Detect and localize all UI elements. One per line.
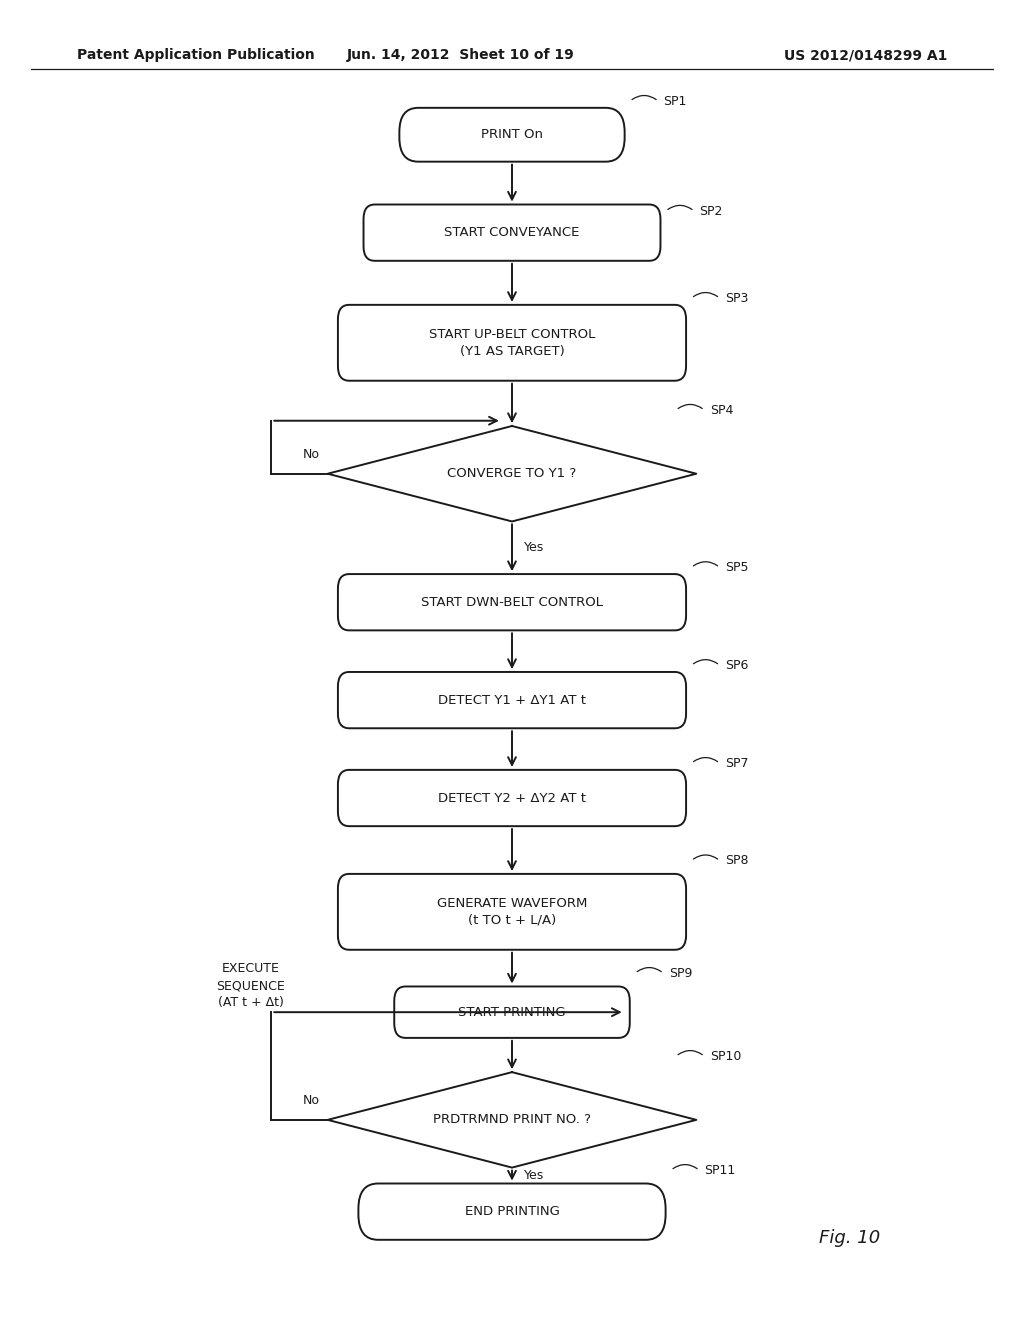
Text: Yes: Yes xyxy=(524,1170,545,1181)
Text: SP7: SP7 xyxy=(725,756,749,770)
Text: SP6: SP6 xyxy=(725,659,749,672)
Text: DETECT Y2 + ΔY2 AT t: DETECT Y2 + ΔY2 AT t xyxy=(438,792,586,804)
Text: DETECT Y1 + ΔY1 AT t: DETECT Y1 + ΔY1 AT t xyxy=(438,693,586,706)
Text: SP5: SP5 xyxy=(725,561,749,574)
Polygon shape xyxy=(328,1072,696,1168)
Text: SP11: SP11 xyxy=(705,1164,736,1177)
Text: SP9: SP9 xyxy=(669,966,692,979)
Text: END PRINTING: END PRINTING xyxy=(465,1205,559,1218)
Text: SP8: SP8 xyxy=(725,854,749,867)
Polygon shape xyxy=(328,426,696,521)
FancyBboxPatch shape xyxy=(338,770,686,826)
Text: CONVERGE TO Y1 ?: CONVERGE TO Y1 ? xyxy=(447,467,577,480)
FancyBboxPatch shape xyxy=(338,574,686,631)
Text: SP10: SP10 xyxy=(710,1049,741,1063)
Text: START DWN-BELT CONTROL: START DWN-BELT CONTROL xyxy=(421,595,603,609)
Text: PRINT On: PRINT On xyxy=(481,128,543,141)
Text: START CONVEYANCE: START CONVEYANCE xyxy=(444,226,580,239)
Text: SP2: SP2 xyxy=(699,205,723,218)
Text: US 2012/0148299 A1: US 2012/0148299 A1 xyxy=(783,49,947,62)
Text: PRDTRMND PRINT NO. ?: PRDTRMND PRINT NO. ? xyxy=(433,1113,591,1126)
Text: No: No xyxy=(302,447,319,461)
FancyBboxPatch shape xyxy=(338,874,686,950)
FancyBboxPatch shape xyxy=(338,672,686,729)
Text: SP3: SP3 xyxy=(725,292,749,305)
FancyBboxPatch shape xyxy=(358,1184,666,1239)
Text: Jun. 14, 2012  Sheet 10 of 19: Jun. 14, 2012 Sheet 10 of 19 xyxy=(347,49,574,62)
FancyBboxPatch shape xyxy=(338,305,686,380)
Text: EXECUTE
SEQUENCE
(AT t + Δt): EXECUTE SEQUENCE (AT t + Δt) xyxy=(216,962,286,1010)
Text: START PRINTING: START PRINTING xyxy=(458,1006,566,1019)
Text: SP4: SP4 xyxy=(710,404,733,417)
Text: Fig. 10: Fig. 10 xyxy=(819,1229,881,1247)
Text: Patent Application Publication: Patent Application Publication xyxy=(77,49,314,62)
Text: GENERATE WAVEFORM
(t TO t + L/A): GENERATE WAVEFORM (t TO t + L/A) xyxy=(437,896,587,927)
Text: START UP-BELT CONTROL
(Y1 AS TARGET): START UP-BELT CONTROL (Y1 AS TARGET) xyxy=(429,327,595,358)
Text: Yes: Yes xyxy=(524,541,545,554)
FancyBboxPatch shape xyxy=(394,986,630,1038)
FancyBboxPatch shape xyxy=(399,108,625,161)
Text: No: No xyxy=(302,1094,319,1106)
Text: SP1: SP1 xyxy=(664,95,687,108)
FancyBboxPatch shape xyxy=(364,205,660,261)
